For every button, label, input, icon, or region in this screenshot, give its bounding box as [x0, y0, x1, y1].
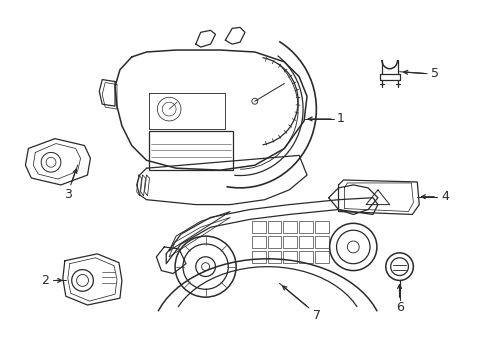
- Text: 3: 3: [64, 188, 72, 201]
- Text: 1: 1: [336, 112, 344, 125]
- Text: 5: 5: [430, 67, 438, 80]
- Text: 4: 4: [440, 190, 448, 203]
- Text: 2: 2: [41, 274, 49, 287]
- Text: 6: 6: [395, 301, 403, 315]
- Text: 7: 7: [312, 309, 320, 322]
